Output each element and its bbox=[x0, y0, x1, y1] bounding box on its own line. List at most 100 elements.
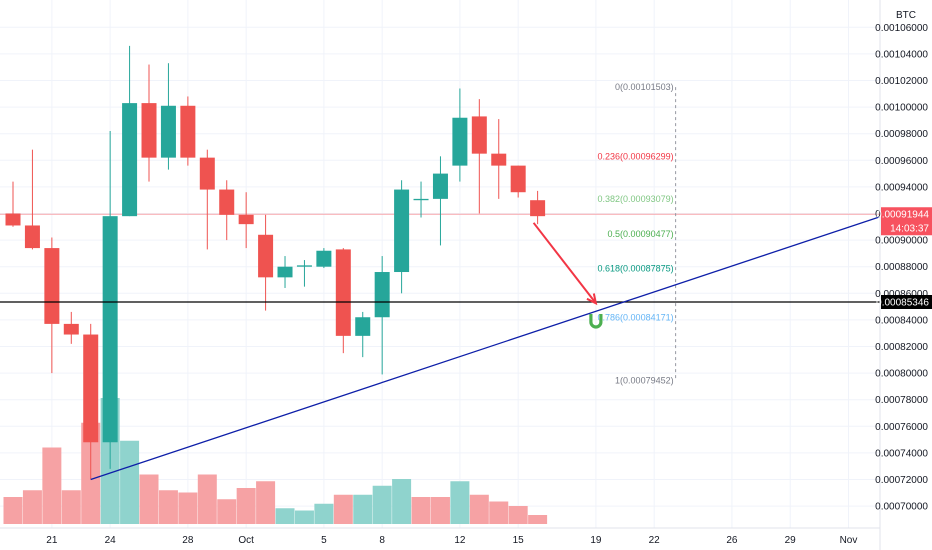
volume-bar bbox=[353, 494, 373, 524]
candles[interactable] bbox=[5, 45, 546, 480]
candle-body bbox=[141, 103, 157, 158]
volume-bar bbox=[430, 497, 450, 524]
volume-bar bbox=[508, 506, 528, 524]
volume-bar bbox=[333, 494, 353, 524]
y-tick-label: 0.00072000 bbox=[875, 475, 928, 486]
arrow-line bbox=[532, 222, 597, 304]
price-tags: 0.00085346 0.00091944 14:03:37 bbox=[876, 207, 932, 309]
candle-body bbox=[5, 213, 21, 226]
candle-body bbox=[296, 265, 312, 267]
candle-body bbox=[180, 105, 196, 158]
candle-body bbox=[316, 250, 332, 267]
fibonacci-retracement[interactable]: 0(0.00101503) 0.236(0.00096299) 0.382(0.00… bbox=[598, 82, 677, 385]
x-tick-label: 12 bbox=[454, 535, 466, 546]
volume-bar bbox=[120, 440, 140, 524]
y-tick-label: 0.00070000 bbox=[875, 502, 928, 513]
volume-bar bbox=[3, 497, 23, 524]
y-tick-label: 0.00088000 bbox=[875, 262, 928, 273]
candle-body bbox=[432, 173, 448, 199]
magnet-icon bbox=[589, 314, 603, 329]
price-axis[interactable] bbox=[880, 0, 932, 550]
volume-bar bbox=[411, 497, 431, 524]
volume-bar bbox=[372, 485, 392, 524]
horizontal-line-price-tag bbox=[881, 295, 932, 309]
y-tick-label: 0.00084000 bbox=[875, 315, 928, 326]
volume-bar bbox=[22, 490, 42, 524]
currency-label: BTC bbox=[896, 10, 916, 21]
x-tick-label: 22 bbox=[649, 535, 661, 546]
y-tick-label: 0.00096000 bbox=[875, 156, 928, 167]
volume-bar bbox=[217, 499, 237, 524]
volume-bar bbox=[236, 488, 256, 524]
y-tick-label: 0.00098000 bbox=[875, 129, 928, 140]
y-tick-label: 0.00086000 bbox=[875, 289, 928, 300]
fib-level-label: 1(0.00079452) bbox=[615, 375, 674, 385]
x-tick-label: 29 bbox=[785, 535, 797, 546]
volume-bar bbox=[489, 501, 509, 524]
volume-bar bbox=[294, 510, 314, 524]
candle-body bbox=[530, 200, 546, 217]
x-tick-label: 8 bbox=[379, 535, 385, 546]
candle-body bbox=[355, 317, 371, 336]
candle-body bbox=[335, 249, 351, 336]
fib-level-label: 0.618(0.00087875) bbox=[598, 263, 674, 273]
current-price-label: 0.00091944 bbox=[876, 210, 929, 221]
volume-bar bbox=[197, 474, 217, 524]
candle-body bbox=[199, 157, 215, 190]
arrow-head bbox=[586, 293, 598, 306]
y-tick-label: 0.00102000 bbox=[875, 76, 928, 87]
candle-body bbox=[413, 198, 429, 201]
x-tick-label: 15 bbox=[513, 535, 525, 546]
candle-body bbox=[374, 272, 390, 318]
y-tick-label: 0.00104000 bbox=[875, 49, 928, 60]
candle-body bbox=[122, 103, 138, 217]
y-tick-label: 0.00090000 bbox=[875, 236, 928, 247]
horizontal-line-price-label: 0.00085346 bbox=[876, 298, 929, 309]
y-tick-label: 0.00076000 bbox=[875, 422, 928, 433]
candle-body bbox=[277, 266, 293, 278]
drawings[interactable] bbox=[0, 195, 932, 481]
volume-bar bbox=[61, 490, 81, 524]
candle-body bbox=[471, 116, 487, 154]
y-tick-label: 0.00074000 bbox=[875, 448, 928, 459]
volume-bar bbox=[139, 474, 159, 524]
trendline bbox=[90, 198, 932, 481]
candle-body bbox=[160, 105, 176, 158]
candle-body bbox=[63, 323, 79, 335]
volume-bar bbox=[42, 447, 62, 524]
candle-body bbox=[44, 248, 60, 324]
candle-body bbox=[83, 334, 99, 443]
fib-level-label: 0.5(0.00090477) bbox=[608, 229, 674, 239]
y-tick-label: 0.00106000 bbox=[875, 23, 928, 34]
y-tick-label: 0.00080000 bbox=[875, 369, 928, 380]
volume-bar bbox=[528, 515, 548, 524]
candle-body bbox=[394, 189, 410, 273]
countdown-label: 14:03:37 bbox=[890, 224, 929, 235]
fib-level-label: 0.382(0.00093079) bbox=[598, 194, 674, 204]
volume-bar bbox=[256, 481, 276, 524]
x-axis-ticks: 21 24 28 Oct 5 8 12 15 19 22 26 29 Nov bbox=[46, 535, 857, 546]
x-tick-label: 24 bbox=[105, 535, 117, 546]
fib-level-label: 0(0.00101503) bbox=[615, 82, 674, 92]
y-tick-label: 0.00082000 bbox=[875, 342, 928, 353]
volume-bar bbox=[450, 481, 470, 524]
volume-bar bbox=[392, 479, 412, 524]
current-price-tag bbox=[881, 207, 932, 236]
volume-bar bbox=[314, 503, 334, 524]
fib-level-label: 0.786(0.00084171) bbox=[598, 313, 674, 323]
candle-body bbox=[452, 117, 468, 166]
x-tick-label: 28 bbox=[182, 535, 194, 546]
magnet-icon-shape bbox=[589, 314, 603, 329]
candle-body bbox=[238, 214, 254, 225]
y-tick-label: 0.00094000 bbox=[875, 182, 928, 193]
x-tick-label: 21 bbox=[46, 535, 58, 546]
y-tick-label: 0.00078000 bbox=[875, 395, 928, 406]
x-tick-label: 5 bbox=[321, 535, 327, 546]
volume-bar bbox=[469, 494, 489, 524]
volume-bars bbox=[3, 398, 548, 524]
y-tick-label: 0.00100000 bbox=[875, 103, 928, 114]
candle-body bbox=[102, 216, 118, 443]
x-tick-label: 19 bbox=[590, 535, 602, 546]
fib-level-label: 0.236(0.00096299) bbox=[598, 151, 674, 161]
